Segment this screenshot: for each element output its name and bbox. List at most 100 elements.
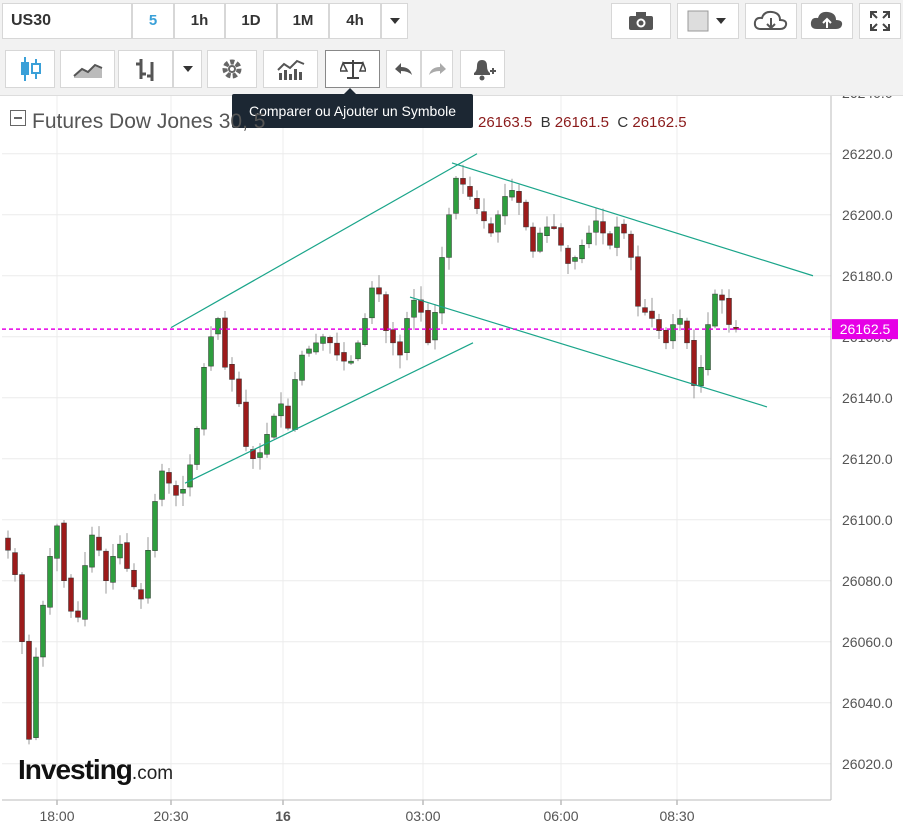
candle-body [565, 247, 571, 264]
candle-body [523, 201, 529, 228]
candle-body [551, 226, 557, 229]
logo-main: Investing [18, 754, 133, 785]
last-price-badge [832, 319, 898, 340]
timeframe-1d[interactable]: 1D [225, 3, 277, 39]
timeframe-4h[interactable]: 4h [329, 3, 381, 39]
screenshot-button[interactable] [611, 3, 671, 39]
candle-body [187, 464, 193, 488]
color-picker-button[interactable] [677, 3, 739, 39]
candle-body [257, 452, 263, 458]
timeframe-dropdown-button[interactable] [381, 3, 408, 39]
candle-body [635, 256, 641, 307]
candle-body [446, 214, 452, 258]
candle-body [334, 342, 340, 356]
y-tick-label: 26100.0 [842, 512, 893, 528]
candle-body [12, 552, 18, 575]
candle-body [593, 220, 599, 233]
candle-body [439, 257, 445, 314]
candle-body [621, 223, 627, 234]
candle-body [467, 186, 473, 197]
alert-button[interactable] [460, 50, 505, 88]
ohlc-value: 26162.5 [632, 114, 687, 131]
chevron-down-icon [182, 66, 193, 72]
candle-body [509, 190, 515, 198]
gear-icon [222, 59, 242, 79]
candle-body [600, 221, 606, 234]
candle-body [656, 319, 662, 331]
x-tick-label: 08:30 [659, 808, 694, 824]
candle-body [649, 310, 655, 319]
candle-body [369, 287, 375, 319]
undo-button[interactable] [386, 50, 421, 88]
candle-body [502, 196, 508, 217]
drawing-toolbar [0, 45, 903, 96]
candle-body [131, 569, 137, 588]
bell-icon [473, 60, 496, 81]
y-tick-label: 26200.0 [842, 207, 893, 223]
candle-body [306, 348, 312, 354]
candle-body [96, 536, 102, 551]
timeframe-1h[interactable]: 1h [174, 3, 225, 39]
timeframe-1m[interactable]: 1M [277, 3, 329, 39]
settings-button[interactable] [207, 50, 257, 88]
candle-body [411, 299, 417, 318]
timeframe-5[interactable]: 5 [132, 3, 174, 39]
type-dropdown-button[interactable] [173, 50, 202, 88]
download-button[interactable] [745, 3, 797, 39]
candle-body [145, 550, 151, 599]
candle-body [383, 294, 389, 331]
channel-line [184, 342, 474, 484]
candle-body [166, 472, 172, 484]
y-tick-label: 26140.0 [842, 390, 893, 406]
candle-body [579, 245, 585, 260]
candle-body [278, 403, 284, 417]
instrument-title: Futures Dow Jones 30, 5 [32, 110, 266, 133]
candle-body [292, 379, 298, 430]
candle-body [117, 543, 123, 559]
fullscreen-button[interactable] [859, 3, 901, 39]
candle-body [89, 534, 95, 568]
candle-body [82, 565, 88, 620]
logo-suffix: .com [131, 763, 174, 784]
candle-body [663, 329, 669, 344]
collapse-icon[interactable] [10, 110, 26, 126]
candlestick-type-button[interactable] [5, 50, 55, 88]
ohlc-label: C [617, 114, 629, 131]
cloud-upload-icon [810, 11, 843, 29]
candle-body [243, 401, 249, 447]
candle-body [516, 191, 522, 203]
indicators-button[interactable] [263, 50, 318, 88]
upload-button[interactable] [801, 3, 853, 39]
candle-body [194, 428, 200, 465]
redo-button[interactable] [421, 50, 453, 88]
candle-body [684, 320, 690, 344]
candle-body [558, 227, 564, 246]
scale-icon [339, 60, 366, 79]
candle-body [544, 226, 550, 236]
area-type-button[interactable] [60, 50, 115, 88]
candle-body [103, 550, 109, 582]
candle-body [320, 336, 326, 344]
candle-body [33, 656, 39, 738]
cloud-download-icon [753, 10, 788, 30]
candle-body [425, 310, 431, 344]
candle-body [208, 336, 214, 367]
candle-body [572, 257, 578, 262]
y-tick-label: 26220.0 [842, 146, 893, 162]
redo-icon [429, 63, 446, 75]
candle-body [481, 211, 487, 222]
candle-body [61, 522, 67, 582]
candle-body [26, 640, 32, 740]
candle-body [607, 233, 613, 246]
y-tick-label: 26180.0 [842, 268, 893, 284]
compare-button[interactable] [325, 50, 380, 88]
x-tick-label: 16 [275, 808, 291, 824]
candle-body [397, 341, 403, 356]
indicator-type-button[interactable] [118, 50, 173, 88]
candle-body [152, 501, 158, 551]
symbol-input[interactable]: US30 [2, 3, 132, 39]
candle-body [47, 556, 53, 608]
candle-body [712, 293, 718, 327]
candle-body [355, 342, 361, 360]
